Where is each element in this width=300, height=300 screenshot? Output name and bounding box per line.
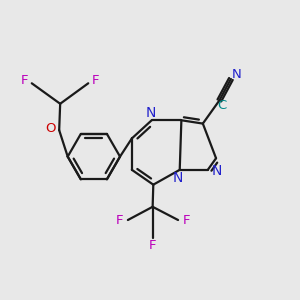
Text: N: N: [146, 106, 156, 120]
Text: O: O: [46, 122, 56, 135]
Text: N: N: [212, 164, 222, 178]
Text: F: F: [149, 239, 156, 252]
Text: F: F: [183, 214, 190, 227]
Text: F: F: [21, 74, 28, 87]
Text: N: N: [173, 171, 183, 185]
Text: F: F: [92, 74, 99, 87]
Text: F: F: [116, 214, 123, 227]
Text: C: C: [218, 99, 227, 112]
Text: N: N: [232, 68, 242, 81]
